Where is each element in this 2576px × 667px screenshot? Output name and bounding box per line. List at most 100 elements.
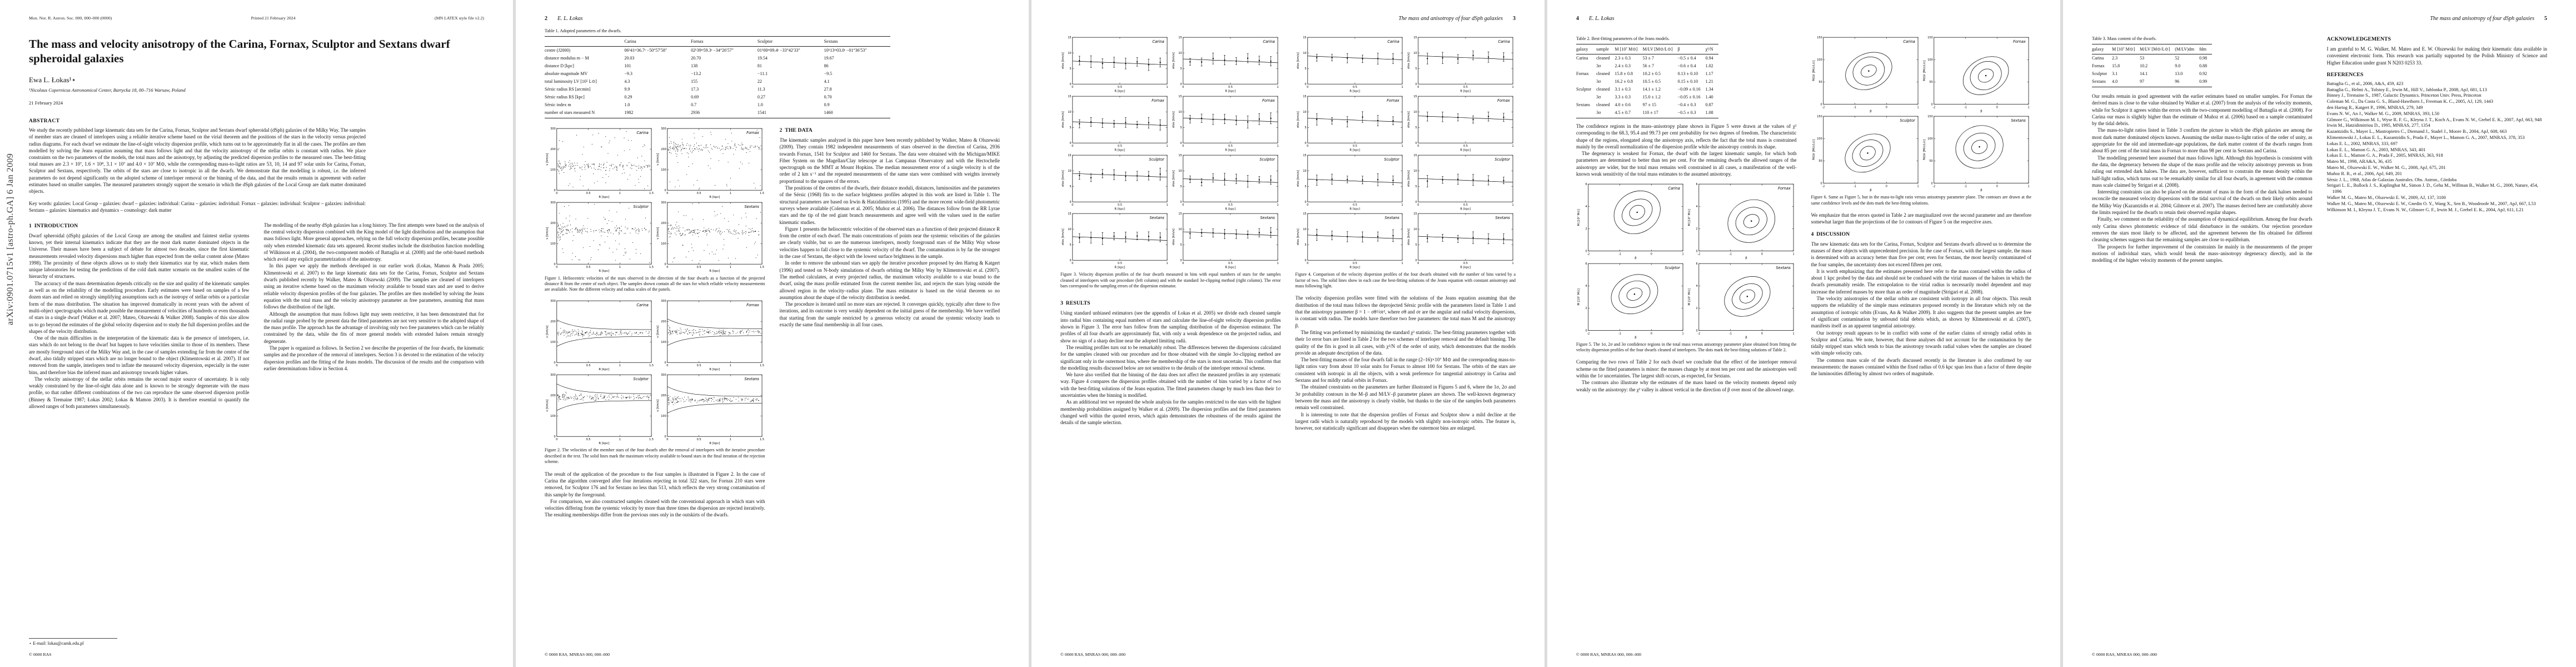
svg-text:v [km/s]: v [km/s] <box>546 399 549 411</box>
paragraph: Although the assumption that mass follow… <box>263 311 485 344</box>
table-cell: −0.6 ± 0.4 <box>1677 63 1696 68</box>
svg-text:1.5: 1.5 <box>649 364 654 367</box>
svg-text:0.5: 0.5 <box>1352 145 1357 148</box>
running-author: E. L. Łokas <box>557 16 583 22</box>
table-cell: 19.54 <box>757 56 768 61</box>
svg-text:σlos [km/s]: σlos [km/s] <box>1062 52 1065 69</box>
page-footer: © 0000 RAS, MNRAS 000, 000–000 <box>2092 652 2158 657</box>
svg-text:1.5: 1.5 <box>649 266 654 269</box>
svg-text:5: 5 <box>1180 243 1182 247</box>
svg-text:0: 0 <box>666 438 668 441</box>
svg-text:0: 0 <box>1996 106 1997 109</box>
svg-text:σlos [km/s]: σlos [km/s] <box>1062 111 1065 128</box>
running-title: The mass and anisotropy of four dSph gal… <box>1398 16 1503 22</box>
table-cell: absolute magnitude MV <box>545 71 588 76</box>
svg-text:Carina: Carina <box>1387 39 1399 44</box>
table-cell: 1.02 <box>1705 63 1713 68</box>
table-row: 3σ 3.3 ± 0.3 15.0 ± 1.2 −0.05 ± 0.16 1.40 <box>1576 93 1718 101</box>
table-cell: 10.5 ± 0.5 <box>1642 79 1661 84</box>
table-row: Sextans cleaned 4.0 ± 0.6 97 ± 15 −0.4 ± 0.3… <box>1576 101 1718 109</box>
table-cell: 9.9 <box>624 87 630 92</box>
svg-text:0: 0 <box>1180 83 1182 86</box>
data-table: galaxy M [10⁷ M⊙] M/LV [M⊙/L⊙] (M/LV)dm fdm C… <box>2092 44 2213 87</box>
reference-item: Łokas E. L., Mamon G. A., Prada F., 2005… <box>2326 153 2443 158</box>
reference-item: Walker M. G., Mateo M., Olszewski E. W.,… <box>2326 201 2536 206</box>
table-header-cell: galaxy <box>2092 44 2112 54</box>
svg-text:150: 150 <box>1927 115 1932 118</box>
paragraph: For comparison, we also constructed samp… <box>545 498 765 518</box>
svg-text:10: 10 <box>1303 228 1306 231</box>
svg-text:Carina: Carina <box>1498 39 1510 44</box>
table-header-cell: M/LV [M⊙/L⊙] <box>1642 44 1678 54</box>
table-cell: 17.3 <box>691 87 699 92</box>
svg-text:300: 300 <box>550 201 555 205</box>
table-cell: 1.21 <box>1705 79 1713 84</box>
table-cell <box>1576 62 1596 70</box>
journal-header: Mon. Not. R. Astron. Soc. 000, 000–000 (… <box>29 16 484 21</box>
svg-text:1: 1 <box>1277 145 1279 148</box>
svg-text:0: 0 <box>1885 185 1887 188</box>
table-cell: 0.13 ± 0.10 <box>1677 71 1698 76</box>
paragraph: The resulting profiles turn out to be re… <box>1060 344 1281 371</box>
svg-text:β: β <box>1870 189 1872 192</box>
svg-text:R [kpc]: R [kpc] <box>1225 207 1236 211</box>
svg-text:σlos [km/s]: σlos [km/s] <box>1407 170 1411 187</box>
svg-text:σlos [km/s]: σlos [km/s] <box>1407 111 1411 128</box>
table-cell: 3.3 ± 0.3 <box>1615 94 1631 99</box>
column-right: -2 -1 0 1 0 50 100 150 Carina β M/LV [M⊙/L⊙] -2 -1 0 1… <box>1811 35 2032 646</box>
svg-text:4: 4 <box>1696 205 1698 208</box>
svg-text:15: 15 <box>1303 154 1306 157</box>
svg-text:v [km/s]: v [km/s] <box>546 227 549 239</box>
paragraph: The positions of the centres of the dwar… <box>779 185 1000 225</box>
reference-item: Kazantzidis S., Mayer L., Mastropietro C… <box>2326 129 2507 135</box>
table-cell: 1.17 <box>1705 71 1713 76</box>
reference-item: Battaglia G., Helmi A., Tolstoy E., Irwi… <box>2326 87 2487 92</box>
svg-text:Fornax: Fornax <box>1152 98 1164 103</box>
svg-text:100: 100 <box>661 168 666 172</box>
paragraph: Comparing the two rows of Table 2 for ea… <box>1576 359 1797 379</box>
table-cell: Sextans <box>1576 102 1590 107</box>
body-text-right-upper: We emphasize that the errors quoted in T… <box>1811 212 2032 226</box>
table-cell: 56 ± 7 <box>1642 63 1654 68</box>
page-4: 4 E. L. Łokas Table 2. Best-fitting para… <box>1547 0 2060 667</box>
svg-text:6: 6 <box>1696 183 1698 186</box>
page-number: 5 <box>2544 16 2547 22</box>
svg-text:0: 0 <box>1182 145 1184 148</box>
svg-text:15: 15 <box>1068 154 1071 157</box>
table-cell: 3σ <box>1596 79 1601 84</box>
svg-text:R [kpc]: R [kpc] <box>1114 266 1125 270</box>
svg-text:0: 0 <box>1820 182 1822 185</box>
table-2: galaxy sample M [10⁷ M⊙] M/LV [M⊙/L⊙] β χ²/N C… <box>1576 44 1797 118</box>
svg-text:Sextans: Sextans <box>1776 266 1791 270</box>
svg-text:300: 300 <box>661 127 666 131</box>
table-header-cell: Sextans <box>824 36 891 47</box>
table-header-cell: β <box>1677 44 1706 54</box>
svg-text:Sculptor: Sculptor <box>1665 266 1681 270</box>
svg-text:15: 15 <box>1303 95 1306 98</box>
figure-4: 0 0.5 1 0 5 10 15 Carina R [kpc] σlos [km/s] 0 0.5 1… <box>1295 35 1516 270</box>
paragraph: In order to remove the unbound stars we … <box>779 260 1000 300</box>
running-title: The mass and anisotropy of four dSph gal… <box>2430 16 2534 22</box>
table-header-cell: Fornax <box>691 36 758 47</box>
paragraph: Dwarf spheroidal (dSph) galaxies of the … <box>29 232 250 280</box>
svg-text:Fornax: Fornax <box>746 131 759 135</box>
svg-text:0.5: 0.5 <box>1228 145 1233 148</box>
svg-text:0: 0 <box>1651 253 1652 256</box>
svg-text:σlos [km/s]: σlos [km/s] <box>1297 111 1300 128</box>
svg-text:0: 0 <box>1180 142 1182 145</box>
svg-text:v [km/s]: v [km/s] <box>546 153 549 166</box>
table-3-caption: Table 3. Mass content of the dwarfs. <box>2092 36 2157 41</box>
svg-text:4: 4 <box>1586 205 1587 208</box>
svg-text:0.5: 0.5 <box>697 364 701 367</box>
svg-text:100: 100 <box>661 242 666 246</box>
svg-text:0: 0 <box>1180 201 1182 204</box>
reference-item: den Hartog R., Katgert P., 1996, MNRAS, … <box>2326 105 2423 111</box>
table-cell: 0.70 <box>824 94 832 99</box>
page-footer: © 0000 RAS, MNRAS 000, 000–000 <box>545 652 610 657</box>
page-number: 4 <box>1576 16 1579 22</box>
table-cell: Fornax <box>2092 63 2105 68</box>
